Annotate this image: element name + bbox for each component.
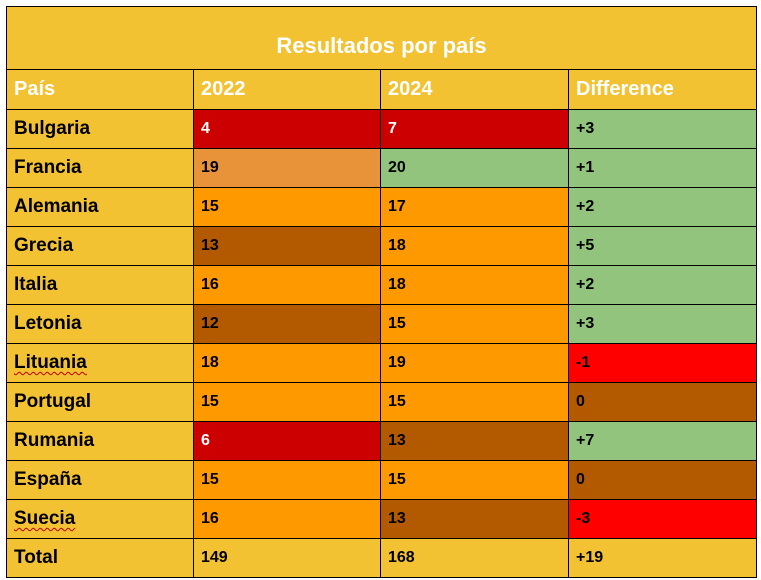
results-table-container: Resultados por país País 2022 2024 Diffe… bbox=[5, 6, 758, 578]
value-2022-cell: 15 bbox=[193, 187, 381, 227]
value-2022-cell: 15 bbox=[193, 460, 381, 500]
country-name: Lituania bbox=[14, 352, 87, 373]
table-row: Portugal 15 15 0 bbox=[6, 382, 758, 422]
value-2022-cell: 6 bbox=[193, 421, 381, 461]
total-label: Total bbox=[6, 538, 194, 578]
table-row: Lituania 18 19 -1 bbox=[6, 343, 758, 383]
difference-cell: 0 bbox=[567, 460, 758, 500]
country-name: Italia bbox=[14, 274, 58, 295]
difference-cell: -3 bbox=[567, 499, 758, 539]
header-country: País bbox=[6, 69, 194, 110]
country-cell: España bbox=[6, 460, 194, 500]
table-row: Bulgaria 4 7 +3 bbox=[6, 109, 758, 149]
difference-cell: -1 bbox=[567, 343, 758, 383]
results-table: Resultados por país País 2022 2024 Diffe… bbox=[5, 6, 758, 578]
value-2022-cell: 16 bbox=[193, 499, 381, 539]
difference-cell: +2 bbox=[567, 187, 758, 227]
header-row: País 2022 2024 Difference bbox=[6, 69, 758, 110]
country-name: Suecia bbox=[14, 508, 76, 529]
table-row: Grecia 13 18 +5 bbox=[6, 226, 758, 266]
value-2022-cell: 12 bbox=[193, 304, 381, 344]
value-2024-cell: 15 bbox=[380, 382, 569, 422]
country-cell: Suecia bbox=[6, 499, 194, 539]
country-cell: Alemania bbox=[6, 187, 194, 227]
table-row: Suecia 16 13 -3 bbox=[6, 499, 758, 539]
country-name: Rumania bbox=[14, 430, 95, 451]
value-2022-cell: 16 bbox=[193, 265, 381, 305]
difference-cell: +1 bbox=[567, 148, 758, 188]
title-row: Resultados por país bbox=[5, 6, 758, 70]
country-cell: Bulgaria bbox=[6, 109, 194, 149]
country-name: Letonia bbox=[14, 313, 82, 334]
value-2024-cell: 13 bbox=[380, 499, 569, 539]
value-2024-cell: 18 bbox=[380, 265, 569, 305]
table-title: Resultados por país bbox=[5, 6, 758, 70]
value-2022-cell: 18 bbox=[193, 343, 381, 383]
value-2024-cell: 19 bbox=[380, 343, 569, 383]
table-row: Rumania 6 13 +7 bbox=[6, 421, 758, 461]
difference-cell: 0 bbox=[567, 382, 758, 422]
table-row: Francia 19 20 +1 bbox=[6, 148, 758, 188]
total-2024: 168 bbox=[380, 538, 569, 578]
value-2024-cell: 18 bbox=[380, 226, 569, 266]
table-row: España 15 15 0 bbox=[6, 460, 758, 500]
value-2022-cell: 4 bbox=[193, 109, 381, 149]
header-2024: 2024 bbox=[380, 69, 569, 110]
value-2024-cell: 15 bbox=[380, 460, 569, 500]
country-name: Portugal bbox=[14, 391, 92, 412]
country-cell: Portugal bbox=[6, 382, 194, 422]
difference-cell: +3 bbox=[567, 304, 758, 344]
country-name: Alemania bbox=[14, 196, 99, 217]
country-cell: Lituania bbox=[6, 343, 194, 383]
total-row: Total 149 168 +19 bbox=[6, 538, 758, 578]
difference-cell: +5 bbox=[567, 226, 758, 266]
value-2024-cell: 13 bbox=[380, 421, 569, 461]
value-2022-cell: 13 bbox=[193, 226, 381, 266]
value-2024-cell: 17 bbox=[380, 187, 569, 227]
value-2024-cell: 20 bbox=[380, 148, 569, 188]
country-cell: Grecia bbox=[6, 226, 194, 266]
difference-cell: +2 bbox=[567, 265, 758, 305]
value-2024-cell: 7 bbox=[380, 109, 569, 149]
total-difference: +19 bbox=[567, 538, 758, 578]
table-row: Italia 16 18 +2 bbox=[6, 265, 758, 305]
value-2022-cell: 19 bbox=[193, 148, 381, 188]
difference-cell: +3 bbox=[567, 109, 758, 149]
country-name: Bulgaria bbox=[14, 118, 91, 139]
table-row: Letonia 12 15 +3 bbox=[6, 304, 758, 344]
country-name: Grecia bbox=[14, 235, 74, 256]
total-2022: 149 bbox=[193, 538, 381, 578]
country-name: Francia bbox=[14, 157, 82, 178]
header-2022: 2022 bbox=[193, 69, 381, 110]
difference-cell: +7 bbox=[567, 421, 758, 461]
header-difference: Difference bbox=[567, 69, 758, 110]
country-cell: Letonia bbox=[6, 304, 194, 344]
country-cell: Rumania bbox=[6, 421, 194, 461]
table-row: Alemania 15 17 +2 bbox=[6, 187, 758, 227]
country-cell: Francia bbox=[6, 148, 194, 188]
country-cell: Italia bbox=[6, 265, 194, 305]
value-2022-cell: 15 bbox=[193, 382, 381, 422]
value-2024-cell: 15 bbox=[380, 304, 569, 344]
country-name: España bbox=[14, 469, 82, 490]
